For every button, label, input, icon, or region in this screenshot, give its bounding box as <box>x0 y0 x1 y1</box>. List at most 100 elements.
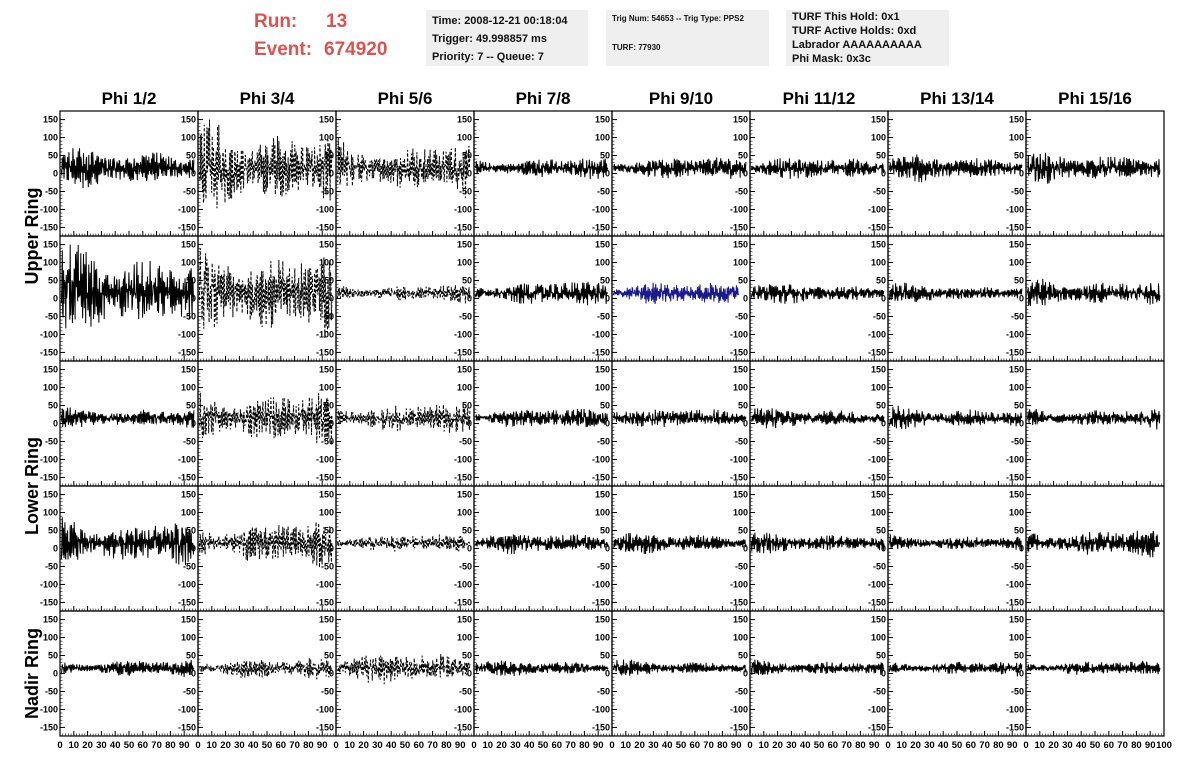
y-tick-label: -100 <box>454 329 472 339</box>
waveform-trace <box>336 534 470 552</box>
y-tick-label: -100 <box>868 579 886 589</box>
y-tick-label: -100 <box>316 329 334 339</box>
y-tick-label: 50 <box>1014 276 1024 286</box>
y-tick-label: -150 <box>454 347 472 357</box>
y-tick-label: -150 <box>178 472 196 482</box>
x-tick-label: 10 <box>345 740 356 751</box>
y-tick-label: 100 <box>43 633 58 643</box>
y-tick-label: -50 <box>597 311 610 321</box>
waveform-trace <box>336 404 471 433</box>
y-tick-label: -50 <box>1011 686 1024 696</box>
x-tick-label: 10 <box>69 740 80 751</box>
y-tick-label: 150 <box>181 115 196 125</box>
y-tick-label: 100 <box>181 508 196 518</box>
y-tick-label: 0 <box>467 169 472 179</box>
y-tick-label: 100 <box>1009 633 1024 643</box>
y-tick-label: 50 <box>876 526 886 536</box>
x-tick-label: 10 <box>621 740 632 751</box>
y-tick-label: 0 <box>743 169 748 179</box>
y-tick-label: 0 <box>1019 544 1024 554</box>
ring-label: Lower Ring <box>22 437 42 535</box>
y-tick-label: -50 <box>321 436 334 446</box>
y-tick-label: 150 <box>457 490 472 500</box>
y-tick-label: -100 <box>40 329 58 339</box>
waveform-trace <box>1027 152 1161 184</box>
y-tick-label: 150 <box>43 615 58 625</box>
y-tick-label: -100 <box>316 579 334 589</box>
y-tick-label: 100 <box>733 133 748 143</box>
ring-label: Upper Ring <box>22 188 42 285</box>
waveform-trace <box>474 281 609 306</box>
x-tick-label: 80 <box>993 740 1004 751</box>
y-tick-label: 150 <box>733 365 748 375</box>
y-tick-label: -150 <box>592 597 610 607</box>
y-tick-label: -50 <box>321 561 334 571</box>
y-tick-label: 50 <box>600 276 610 286</box>
x-tick-label: 30 <box>372 740 383 751</box>
plot-frame <box>335 485 475 612</box>
y-tick-label: -50 <box>459 186 472 196</box>
y-tick-label: 50 <box>876 276 886 286</box>
waveform-trace <box>750 659 885 676</box>
y-tick-label: -150 <box>730 722 748 732</box>
x-tick-label: 30 <box>234 740 245 751</box>
y-tick-label: 50 <box>48 151 58 161</box>
y-tick-label: 0 <box>191 419 196 429</box>
y-tick-label: -100 <box>1006 579 1024 589</box>
y-tick-label: 50 <box>48 526 58 536</box>
y-tick-label: 100 <box>181 383 196 393</box>
y-tick-label: -150 <box>730 597 748 607</box>
y-tick-label: 150 <box>871 115 886 125</box>
y-tick-label: -100 <box>730 329 748 339</box>
y-tick-label: 100 <box>181 258 196 268</box>
y-tick-label: -100 <box>316 454 334 464</box>
event-label: Event: <box>254 39 313 60</box>
x-tick-label: 20 <box>1048 740 1059 751</box>
waveform-trace <box>888 154 1023 183</box>
y-tick-label: -100 <box>730 704 748 714</box>
y-tick-label: 150 <box>733 615 748 625</box>
x-tick-label: 30 <box>96 740 107 751</box>
x-tick-label: 30 <box>786 740 797 751</box>
y-tick-label: 100 <box>1009 508 1024 518</box>
x-tick-label: 80 <box>579 740 590 751</box>
y-tick-label: 0 <box>1019 669 1024 679</box>
y-tick-label: -150 <box>1006 472 1024 482</box>
x-tick-label: 50 <box>262 740 273 751</box>
waveform-trace <box>336 654 471 685</box>
y-tick-label: 50 <box>876 401 886 411</box>
y-tick-label: -100 <box>178 454 196 464</box>
y-tick-label: -100 <box>1006 704 1024 714</box>
column-title: Phi 1/2 <box>102 89 157 108</box>
y-tick-label: -50 <box>183 186 196 196</box>
y-tick-label: -50 <box>459 436 472 446</box>
y-tick-label: -50 <box>183 436 196 446</box>
x-tick-label: 0 <box>195 740 200 751</box>
turf-info-box: TURF This Hold: 0x1 TURF Active Holds: 0… <box>786 10 949 66</box>
y-tick-label: 100 <box>1009 383 1024 393</box>
y-tick-label: -50 <box>45 436 58 446</box>
y-tick-label: 0 <box>881 294 886 304</box>
waveform-trace <box>888 661 1023 677</box>
column-title: Phi 13/14 <box>920 89 994 108</box>
y-tick-label: 100 <box>43 258 58 268</box>
y-tick-label: -100 <box>454 204 472 214</box>
y-tick-label: 50 <box>462 401 472 411</box>
y-tick-label: -150 <box>40 597 58 607</box>
y-tick-label: -50 <box>321 311 334 321</box>
plot-frame <box>749 610 889 737</box>
waveform-trace <box>750 284 885 304</box>
y-tick-label: 50 <box>600 526 610 536</box>
y-tick-label: 50 <box>324 151 334 161</box>
y-tick-label: -50 <box>873 561 886 571</box>
waveform-trace <box>474 534 609 555</box>
y-tick-label: -150 <box>316 222 334 232</box>
y-tick-label: -50 <box>321 686 334 696</box>
x-tick-label: 90 <box>179 740 190 751</box>
priority-line: Priority: 7 -- Queue: 7 <box>432 51 544 63</box>
y-tick-label: -150 <box>454 597 472 607</box>
y-tick-label: -50 <box>45 686 58 696</box>
y-tick-label: 150 <box>43 240 58 250</box>
x-tick-label: 30 <box>510 740 521 751</box>
y-tick-label: -150 <box>730 222 748 232</box>
